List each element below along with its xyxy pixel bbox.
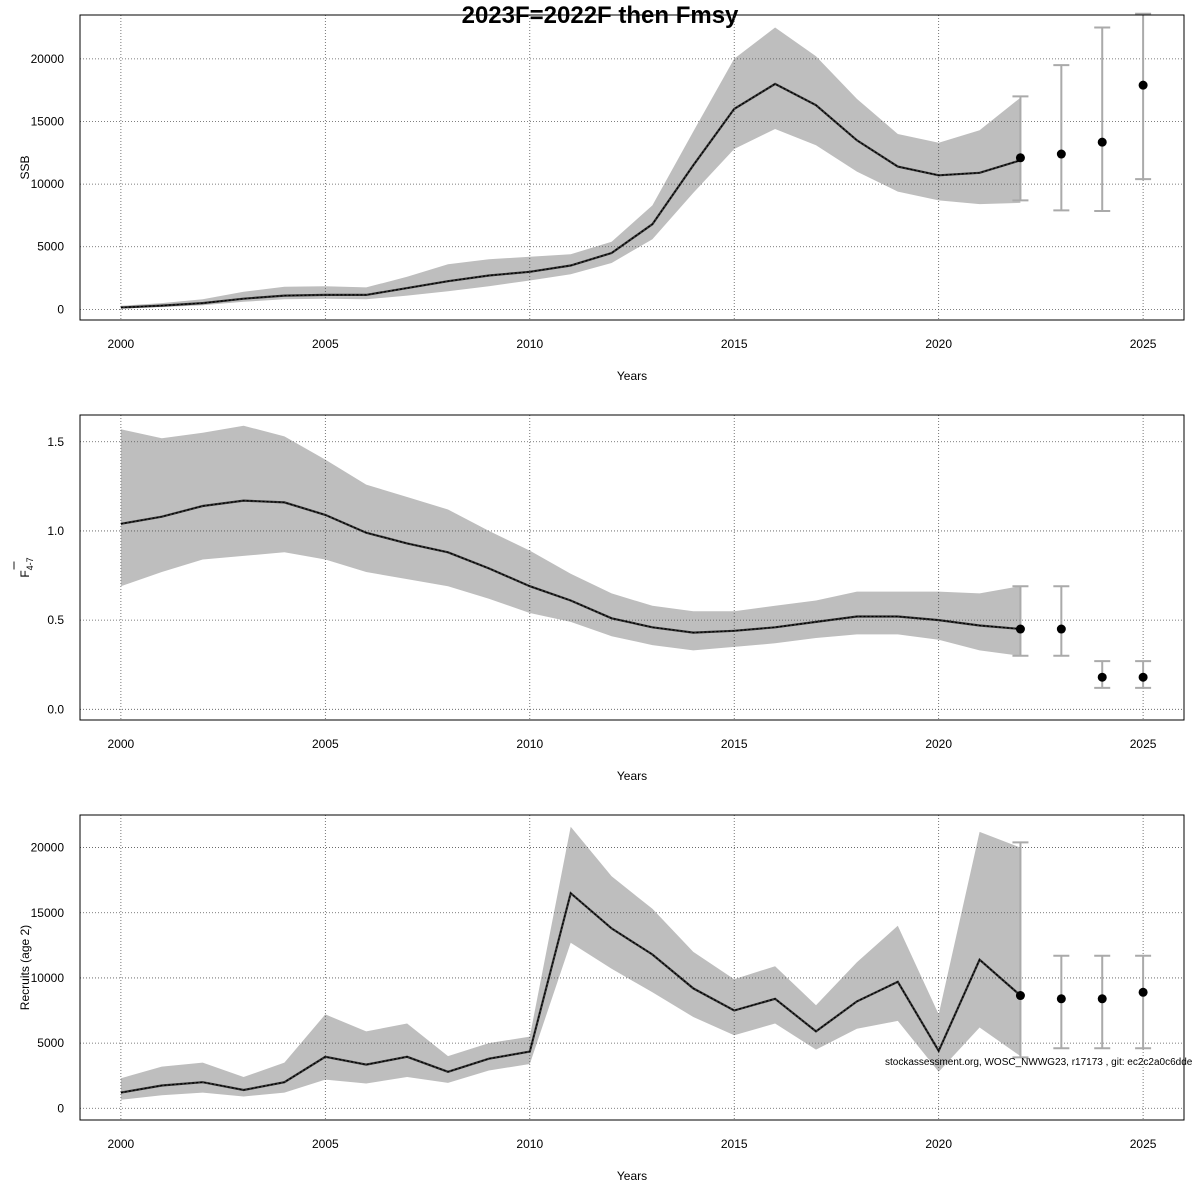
y-tick-label: 15000 [31, 906, 65, 920]
projection-point [1015, 153, 1025, 163]
recruits-panel: 2000 2005 2010 2015 2020 2025 0 5000 10000 15000 2… [18, 814, 1185, 1183]
x-tick-label: 2020 [925, 1137, 952, 1151]
x-axis-label: Years [617, 1169, 647, 1183]
x-tick-label: 2025 [1130, 1137, 1157, 1151]
x-tick-label: 2015 [721, 737, 748, 751]
estimate-line-dotted [120, 892, 1021, 1094]
ssb-panel: 2000 2005 2010 2015 2020 2025 0 5000 10000 15000 2… [18, 12, 1185, 383]
projection-point [1138, 80, 1148, 90]
confidence-band [120, 27, 1021, 309]
x-axis-label: Years [617, 369, 647, 383]
projection-point [1056, 994, 1066, 1004]
x-tick-label: 2000 [108, 337, 135, 351]
y-tick-label: 0 [57, 302, 64, 316]
credit-text: stockassessment.org, WOSC_NWWG23, r17173… [885, 1057, 1193, 1068]
x-tick-label: 2005 [312, 337, 339, 351]
y-tick-label: 5000 [37, 240, 64, 254]
x-tick-label: 2020 [925, 337, 952, 351]
projection-point [1097, 994, 1107, 1004]
plot-frame [79, 414, 1185, 721]
projection-point [1015, 991, 1025, 1001]
x-tick-label: 2010 [516, 737, 543, 751]
fbar-panel: 2000 2005 2010 2015 2020 2025 0.0 0.5 1.0 1.5 Year… [13, 414, 1185, 783]
y-tick-label: 15000 [31, 114, 65, 128]
y-tick-label: 20000 [31, 52, 65, 66]
x-tick-label: 2000 [108, 1137, 135, 1151]
x-tick-label: 2025 [1130, 337, 1157, 351]
y-tick-label: 1.0 [47, 524, 64, 538]
plot-frame [79, 14, 1185, 321]
x-tick-label: 2005 [312, 737, 339, 751]
projection-point [1015, 624, 1025, 634]
y-axis-label-subscript: 4-7 [25, 557, 35, 570]
y-tick-label: 10000 [31, 971, 65, 985]
y-tick-label: 10000 [31, 177, 65, 191]
x-tick-label: 2025 [1130, 737, 1157, 751]
y-tick-label: 5000 [37, 1036, 64, 1050]
y-tick-label: 1.5 [47, 435, 64, 449]
y-axis-label: SSB [18, 155, 32, 179]
confidence-band [120, 826, 1021, 1100]
confidence-band [120, 425, 1021, 656]
projection-point [1056, 624, 1066, 634]
estimate-line-dotted [120, 499, 1021, 634]
estimate-line-dotted [120, 83, 1021, 309]
projection-point [1138, 672, 1148, 682]
y-tick-label: 20000 [31, 841, 65, 855]
y-tick-label: 0.0 [47, 702, 64, 716]
projection-point [1097, 137, 1107, 147]
x-tick-label: 2005 [312, 1137, 339, 1151]
y-axis-label: Recruits (age 2) [18, 925, 32, 1010]
projection-point [1056, 149, 1066, 159]
y-tick-label: 0.5 [47, 613, 64, 627]
projection-point [1138, 987, 1148, 997]
x-tick-label: 2010 [516, 1137, 543, 1151]
x-tick-label: 2015 [721, 337, 748, 351]
x-axis-label: Years [617, 769, 647, 783]
y-axis-label: F4-7 [18, 557, 35, 577]
plot-frame [79, 814, 1185, 1121]
x-tick-label: 2020 [925, 737, 952, 751]
x-tick-label: 2010 [516, 337, 543, 351]
x-tick-label: 2015 [721, 1137, 748, 1151]
y-tick-label: 0 [57, 1101, 64, 1115]
projection-point [1097, 672, 1107, 682]
x-tick-label: 2000 [108, 737, 135, 751]
